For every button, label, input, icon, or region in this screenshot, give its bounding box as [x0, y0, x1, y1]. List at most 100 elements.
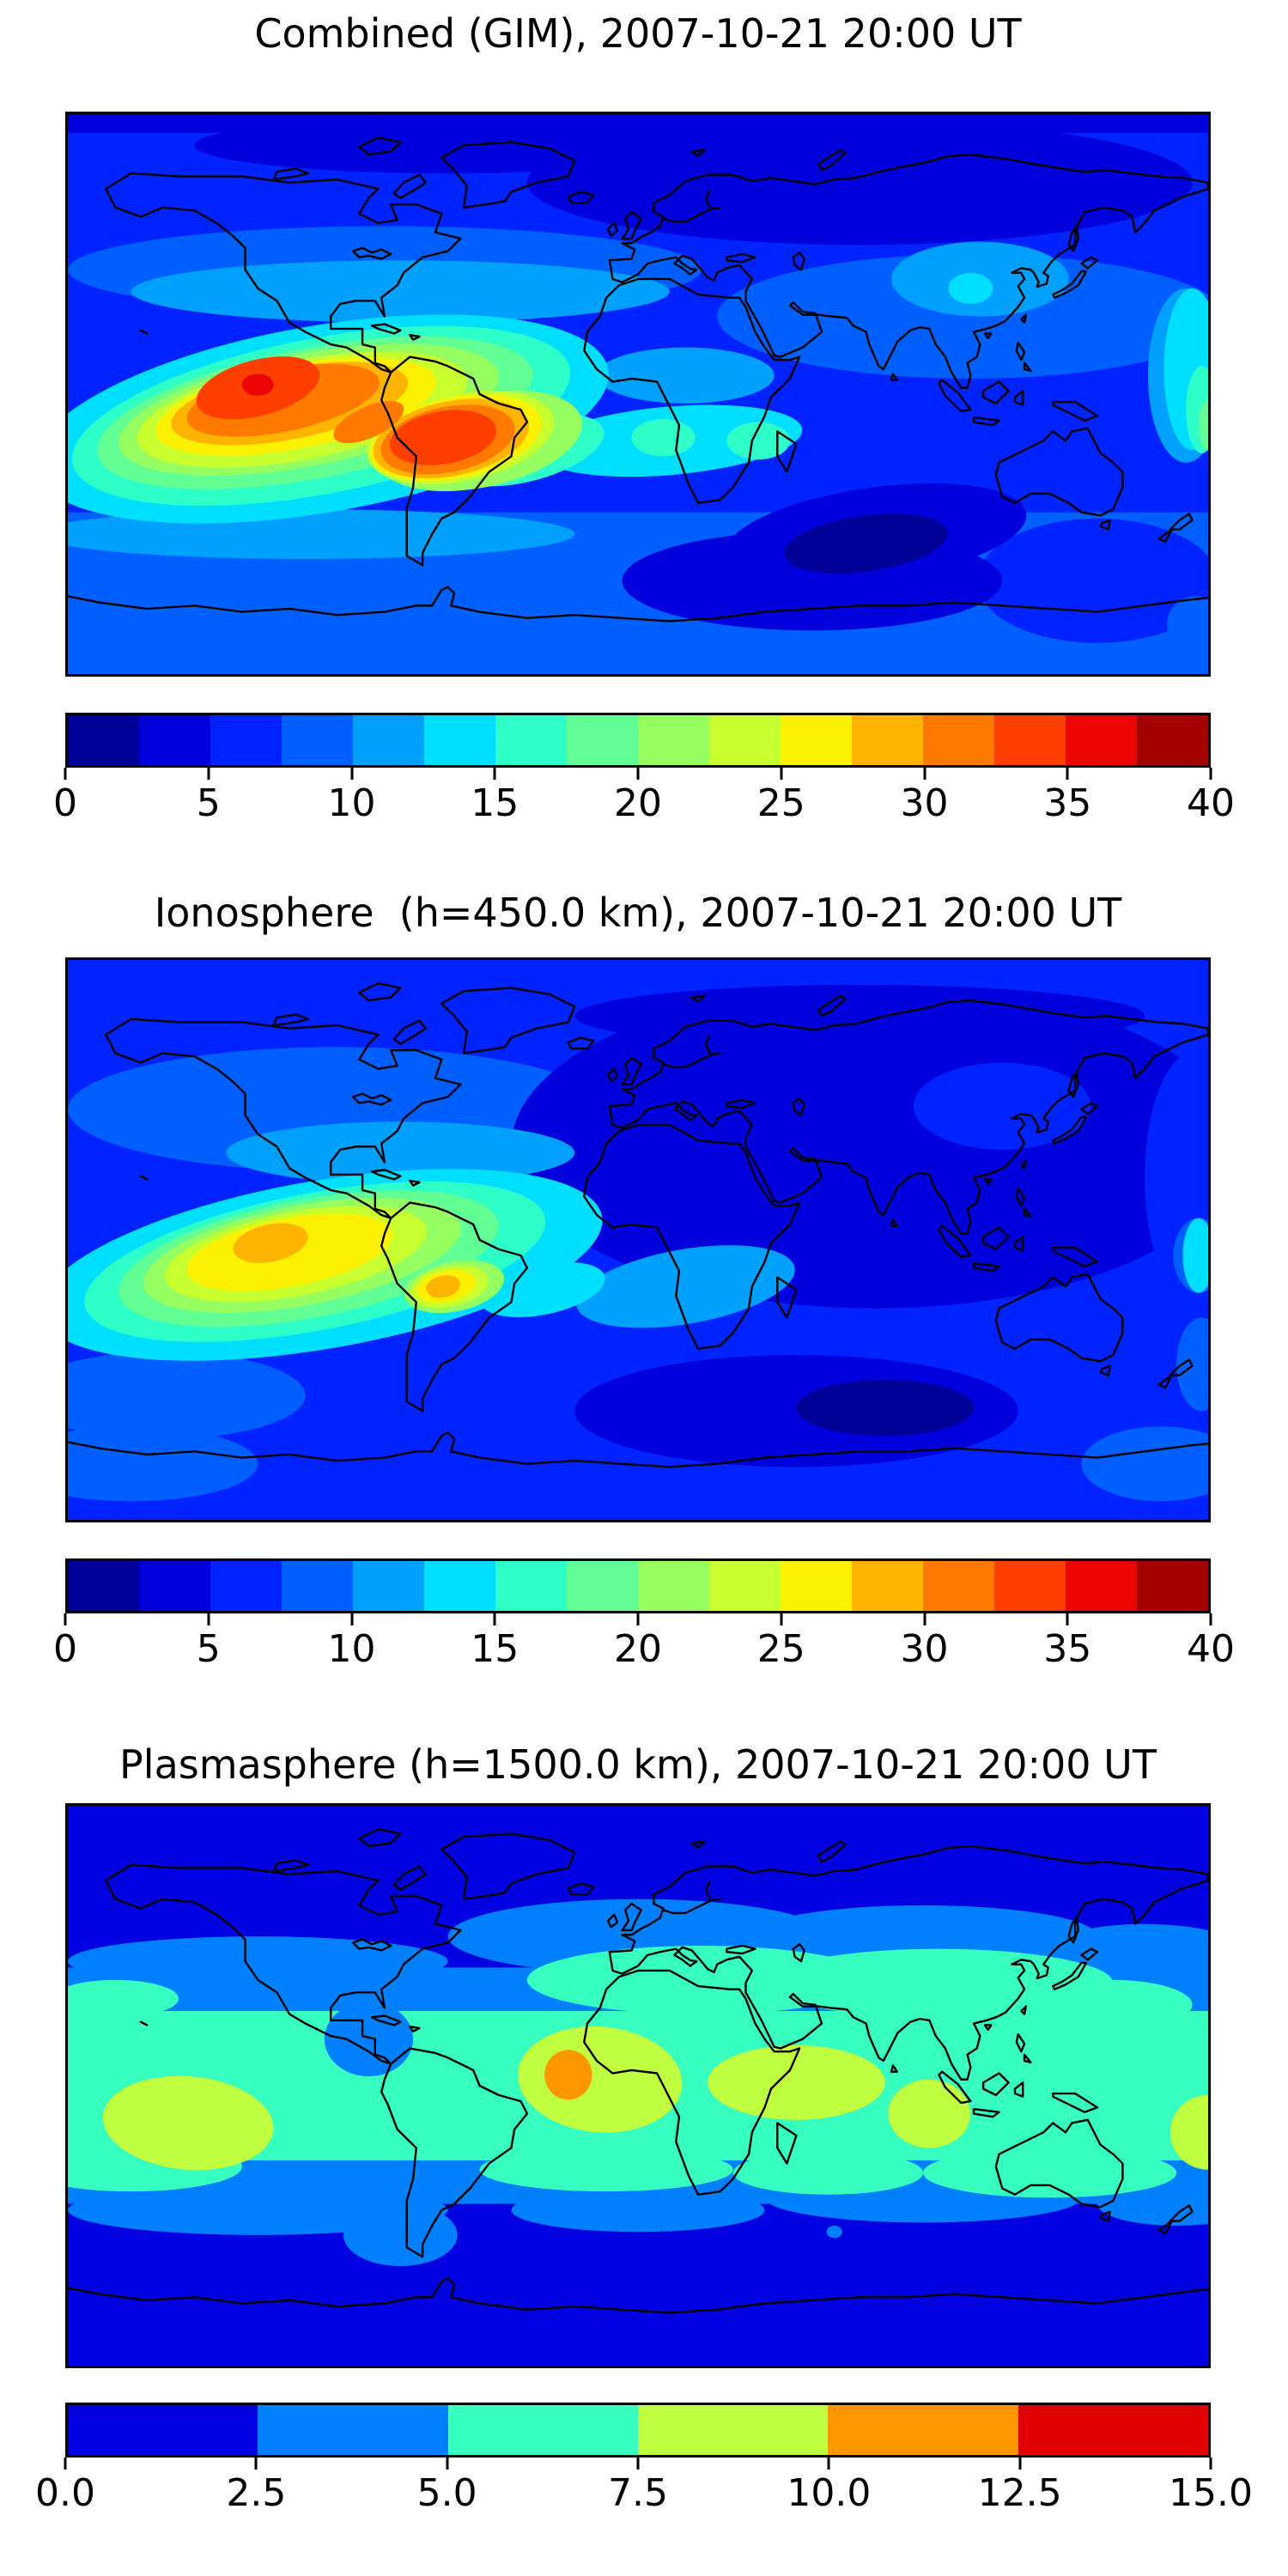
colorbar-tick	[493, 768, 496, 780]
contour-field	[68, 114, 1208, 674]
colorbar-tick	[1209, 768, 1212, 780]
map-canvas-plasmasphere	[68, 1806, 1208, 2366]
colorbar-tick	[207, 1613, 210, 1625]
colorbar-tick	[207, 768, 210, 780]
panel-title-ionosphere: Ionosphere (h=450.0 km), 2007-10-21 20:0…	[154, 890, 1122, 936]
colorbar-tick-label: 20	[614, 1627, 662, 1671]
colorbar-segment	[210, 715, 282, 765]
colorbar-tick-label: 5.0	[416, 2471, 477, 2515]
colorbar-segment	[1137, 715, 1208, 765]
colorbar-segment	[637, 2405, 829, 2455]
colorbar-tick	[923, 768, 926, 780]
coastline-layer	[68, 137, 1208, 621]
colorbar-segment	[353, 715, 424, 765]
colorbar-tick	[350, 768, 353, 780]
colorbar-segment	[447, 2405, 638, 2455]
colorbar-segment	[424, 1561, 495, 1611]
colorbar-tick-label: 0	[53, 781, 77, 825]
colorbar-segment	[353, 1561, 424, 1611]
colorbar-tick-label: 12.5	[977, 2471, 1062, 2515]
colorbar-segment	[781, 715, 852, 765]
colorbar-segment	[68, 2405, 258, 2455]
colorbar-segment	[210, 1561, 282, 1611]
colorbar-segment	[567, 715, 638, 765]
colorbar-tick	[636, 1613, 640, 1625]
map-canvas-ionosphere	[68, 960, 1208, 1520]
colorbar-tick-label: 40	[1187, 1627, 1235, 1671]
map-plasmasphere	[65, 1803, 1211, 2368]
colorbar-segment	[1137, 1561, 1208, 1611]
colorbar-segment	[424, 715, 495, 765]
colorbar-tick-label: 35	[1043, 781, 1092, 825]
colorbar-tick	[636, 768, 640, 780]
colorbar-axis-ionosphere: 0 5 10 15 20 25 30 35 40	[53, 1613, 1235, 1682]
colorbar-tick-label: 35	[1043, 1627, 1092, 1671]
colorbar-tick-label: 25	[756, 1627, 805, 1671]
colorbar-axis-plasmasphere: 0.0 2.5 5.0 7.5 10.0 12.5 15.0	[35, 2458, 1253, 2526]
colorbar-segment	[709, 1561, 781, 1611]
colorbar-tick-label: 40	[1187, 781, 1235, 825]
colorbar-segment	[828, 2405, 1018, 2455]
colorbar-segment	[709, 715, 781, 765]
colorbar-combined	[65, 713, 1211, 768]
colorbar-segment	[994, 1561, 1066, 1611]
colorbar-segment	[1066, 1561, 1137, 1611]
colorbar-segment	[68, 1561, 139, 1611]
colorbar-tick-label: 7.5	[608, 2471, 668, 2515]
colorbar-tick	[446, 2458, 449, 2470]
colorbar-segment	[852, 1561, 923, 1611]
colorbar-segment	[994, 715, 1066, 765]
colorbar-tick-label: 15	[471, 781, 519, 825]
colorbar-segment	[139, 1561, 210, 1611]
colorbar-axis-combined: 0 5 10 15 20 25 30 35 40	[53, 768, 1235, 836]
colorbar-tick	[64, 2458, 67, 2470]
colorbar-tick	[1018, 2458, 1022, 2470]
colorbar-tick-label: 10	[327, 781, 376, 825]
colorbar-segment	[638, 1561, 709, 1611]
colorbar-tick-label: 0	[53, 1627, 77, 1671]
colorbar-tick	[1066, 768, 1069, 780]
contour-field	[68, 1806, 1208, 2366]
map-ionosphere	[65, 957, 1211, 1522]
colorbar-segment	[923, 1561, 994, 1611]
colorbar-tick	[780, 768, 783, 780]
colorbar-tick	[1209, 1613, 1212, 1625]
colorbar-tick-label: 5	[196, 1627, 221, 1671]
colorbar-tick-label: 25	[756, 781, 805, 825]
colorbar-ionosphere	[65, 1558, 1211, 1613]
colorbar-tick-label: 5	[196, 781, 221, 825]
colorbar-segment	[495, 1561, 567, 1611]
coastline-layer	[68, 983, 1208, 1467]
contour-field	[68, 960, 1208, 1520]
colorbar-segment	[1018, 2405, 1208, 2455]
colorbar-segment	[139, 715, 210, 765]
colorbar-tick-label: 10	[327, 1627, 376, 1671]
colorbar-tick	[923, 1613, 926, 1625]
colorbar-segment	[923, 715, 994, 765]
colorbar-tick	[350, 1613, 353, 1625]
colorbar-tick	[64, 768, 67, 780]
colorbar-plasmasphere	[65, 2403, 1211, 2458]
colorbar-tick	[1209, 2458, 1212, 2470]
colorbar-segment	[567, 1561, 638, 1611]
colorbar-tick	[780, 1613, 783, 1625]
colorbar-segment	[781, 1561, 852, 1611]
colorbar-tick	[64, 1613, 67, 1625]
colorbar-tick	[636, 2458, 640, 2470]
colorbar-segment	[282, 715, 353, 765]
colorbar-tick	[493, 1613, 496, 1625]
panel-title-combined: Combined (GIM), 2007-10-21 20:00 UT	[254, 10, 1022, 57]
colorbar-tick-label: 2.5	[226, 2471, 287, 2515]
map-canvas-combined	[68, 114, 1208, 674]
colorbar-tick-label: 30	[900, 1627, 949, 1671]
colorbar-tick-label: 30	[900, 781, 949, 825]
colorbar-tick	[827, 2458, 830, 2470]
colorbar-segment	[68, 715, 139, 765]
map-combined-gim	[65, 112, 1211, 677]
panel-title-plasmasphere: Plasmasphere (h=1500.0 km), 2007-10-21 2…	[119, 1741, 1157, 1788]
colorbar-segment	[852, 715, 923, 765]
colorbar-tick-label: 10.0	[787, 2471, 872, 2515]
colorbar-segment	[258, 2405, 448, 2455]
colorbar-tick-label: 0.0	[35, 2471, 95, 2515]
